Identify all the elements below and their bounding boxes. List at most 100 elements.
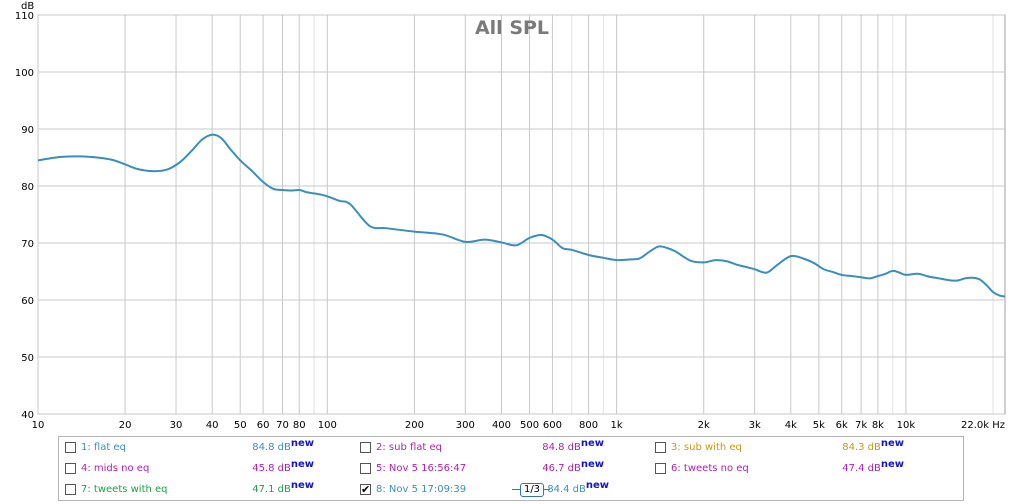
data-point (851, 275, 852, 276)
data-point (124, 164, 125, 165)
checkbox-8[interactable]: ✔ (360, 483, 371, 496)
data-point (202, 139, 203, 140)
legend-row: 7: tweets with eq 47.1 dBnew ✔ 8: Nov 5 … (59, 480, 963, 501)
data-point (1004, 296, 1005, 297)
legend-item-8[interactable]: ✔ 8: Nov 5 17:09:39 1/3 84.4 dBnew (354, 480, 649, 501)
legend-label-4: 4: mids no eq (81, 463, 150, 474)
data-point (442, 234, 443, 235)
data-point (745, 266, 746, 267)
data-point (639, 258, 640, 259)
data-point (136, 168, 137, 169)
legend-row: 1: flat eq 84.8 dBnew 2: sub flat eq 84.… (59, 438, 963, 459)
data-point (153, 171, 154, 172)
checkbox-1[interactable] (65, 442, 76, 453)
data-point (715, 260, 716, 261)
data-point (263, 181, 264, 182)
y-tick-label: 60 (21, 296, 34, 307)
x-tick-label: 4k (785, 420, 797, 431)
data-point (928, 276, 929, 277)
data-point (37, 160, 38, 161)
data-point (484, 239, 485, 240)
legend-label-5: 5: Nov 5 16:56:47 (376, 463, 467, 474)
data-point (588, 254, 589, 255)
smoothing-button[interactable]: 1/3 (520, 483, 544, 497)
data-point (675, 251, 676, 252)
y-tick-label: 50 (21, 353, 34, 364)
x-tick-label: 70 (276, 420, 289, 431)
data-point (212, 134, 213, 135)
data-point (167, 169, 168, 170)
checkbox-3[interactable] (655, 442, 666, 453)
data-point (516, 245, 517, 246)
data-point (777, 264, 778, 265)
data-point (667, 248, 668, 249)
data-point (885, 273, 886, 274)
x-tick-label: 8k (872, 420, 884, 431)
data-point (832, 271, 833, 272)
data-point (754, 269, 755, 270)
data-point (869, 278, 870, 279)
data-point (327, 196, 328, 197)
data-point (273, 188, 274, 189)
data-point (320, 194, 321, 195)
legend-level-1: 84.8 dBnew (252, 438, 314, 453)
x-tick-label: 80 (293, 420, 306, 431)
x-tick-label: 6k (836, 420, 848, 431)
data-point (229, 148, 230, 149)
data-point (790, 256, 791, 257)
data-point (736, 264, 737, 265)
data-point (369, 225, 370, 226)
data-point (111, 159, 112, 160)
checkbox-4[interactable] (65, 463, 76, 474)
checkbox-5[interactable] (360, 463, 371, 474)
x-tick-label: 5k (813, 420, 825, 431)
data-point (986, 285, 987, 286)
x-tick-label: 400 (492, 420, 511, 431)
legend-item-3[interactable]: 3: sub with eq 84.3 dBnew (649, 438, 944, 459)
data-point (306, 192, 307, 193)
data-point (291, 190, 292, 191)
data-point (501, 242, 502, 243)
legend-item-6[interactable]: 6: tweets no eq 47.4 dBnew (649, 459, 944, 480)
legend-level-6: 47.4 dBnew (842, 459, 904, 474)
legend-item-2[interactable]: 2: sub flat eq 84.8 dBnew (354, 438, 649, 459)
data-point (892, 270, 893, 271)
data-point (571, 249, 572, 250)
data-point (964, 278, 965, 279)
y-axis-label: dB (21, 1, 34, 12)
checkbox-7[interactable] (65, 484, 76, 495)
data-point (703, 262, 704, 263)
x-tick-label: 20 (119, 420, 132, 431)
data-point (299, 189, 300, 190)
data-point (180, 161, 181, 162)
legend-item-1[interactable]: 1: flat eq 84.8 dBnew (59, 438, 354, 459)
x-tick-label: 50 (234, 420, 247, 431)
x-tick-label: 10k (897, 420, 916, 431)
legend-label-6: 6: tweets no eq (671, 463, 749, 474)
legend-item-5[interactable]: 5: Nov 5 16:56:47 46.7 dBnew (354, 459, 649, 480)
legend-item-7[interactable]: 7: tweets with eq 47.1 dBnew (59, 480, 354, 501)
data-point (386, 228, 387, 229)
data-point (616, 260, 617, 261)
y-tick-label: 110 (15, 11, 34, 22)
data-point (465, 241, 466, 242)
x-tick-label: 100 (318, 420, 337, 431)
x-tick-labels: 10 20 30 40 50 60 70 80 100 200 300 400 500 600 800 1k 2… (32, 420, 1005, 431)
y-tick-label: 100 (15, 68, 34, 79)
x-tick-label: 500 (520, 420, 539, 431)
x-tick-label: 200 (405, 420, 424, 431)
series-line-8 (37, 133, 1006, 298)
data-point (80, 156, 81, 157)
legend-item-4[interactable]: 4: mids no eq 45.8 dBnew (59, 459, 354, 480)
data-point (999, 295, 1000, 296)
data-point (972, 277, 973, 278)
data-point (628, 259, 629, 260)
data-point (877, 275, 878, 276)
data-point (191, 150, 192, 151)
legend-level-7: 47.1 dBnew (252, 480, 314, 495)
checkbox-6[interactable] (655, 463, 666, 474)
checkbox-2[interactable] (360, 442, 371, 453)
data-point (252, 171, 253, 172)
y-tick-labels: 40 50 60 70 80 90 100 110 (15, 11, 34, 421)
x-tick-label: 60 (257, 420, 270, 431)
